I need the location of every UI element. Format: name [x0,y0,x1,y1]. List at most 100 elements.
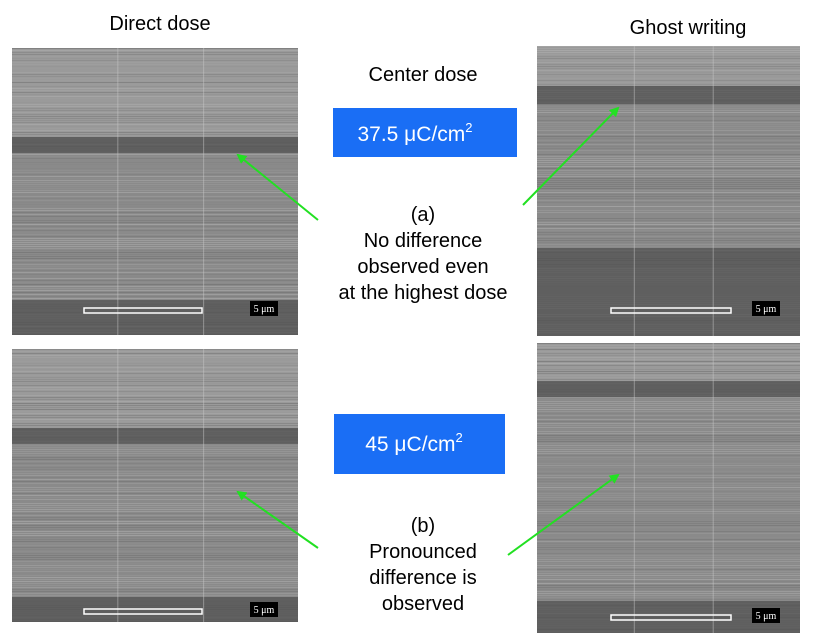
stripe [537,477,800,478]
stripe [12,367,298,368]
stripe [12,76,298,77]
stripe [537,459,800,460]
stripe [12,154,298,155]
stripe [537,405,800,406]
dark-band [12,428,298,444]
stripe [537,431,800,432]
stripe [537,242,800,243]
stripe [12,276,298,277]
stripe [537,367,800,368]
stripe [537,58,800,59]
stripe [12,413,298,414]
stripe [12,489,298,490]
stripe [12,62,298,63]
stripe [12,527,298,528]
stripe [537,224,800,225]
stripe [12,214,298,215]
stripe [537,178,800,179]
stripe [537,222,800,223]
stripe [12,216,298,217]
stripe [537,64,800,65]
stripe [12,176,298,177]
stripe [12,461,298,462]
stripe [12,178,298,179]
stripe [12,349,298,350]
caption-line: at the highest dose [338,282,507,304]
stripe [537,166,800,167]
stripe [12,405,298,406]
stripe [537,347,800,348]
stripe [12,393,298,394]
stripe [12,186,298,187]
stripe [537,140,800,141]
stripe [12,537,298,538]
stripe [12,425,298,426]
stripe [537,218,800,219]
stripe [537,74,800,75]
stripe [537,467,800,468]
stripe [537,463,800,464]
stripe [12,110,298,111]
stripe [537,198,800,199]
stripe [12,192,298,193]
stripe [12,541,298,542]
stripe [12,469,298,470]
stripe [12,70,298,71]
dose-label: 45 μC/cm2 [365,430,463,456]
stripe [12,278,298,279]
stripe [537,597,800,598]
center-label: Center dose [369,64,478,86]
stripe [537,234,800,235]
stripe [537,479,800,480]
stripe [12,371,298,372]
stripe [537,561,800,562]
stripe [12,72,298,73]
stripe [537,587,800,588]
stripe [537,351,800,352]
stripe [537,204,800,205]
stripe [12,365,298,366]
stripe [12,118,298,119]
dark-band [537,381,800,397]
stripe [12,122,298,123]
dark-band [12,137,298,153]
stripe [12,108,298,109]
stripe [12,455,298,456]
stripe [12,252,298,253]
stripe [12,210,298,211]
stripe [537,441,800,442]
dose-text: 37.5 μC/cm [357,123,465,146]
stripe [12,48,298,49]
stripe [12,174,298,175]
stripe [537,409,800,410]
stripe [12,240,298,241]
stripe [537,60,800,61]
stripe [12,244,298,245]
stripe [537,575,800,576]
stripe [537,138,800,139]
stripe [12,112,298,113]
stripe [537,174,800,175]
stripe [12,583,298,584]
stripe [537,170,800,171]
stripe [12,56,298,57]
stripe [537,503,800,504]
stripe [12,467,298,468]
stripe [537,184,800,185]
stripe [537,82,800,83]
stripe [12,501,298,502]
stripe [12,90,298,91]
stripe [12,539,298,540]
stripe [537,168,800,169]
header-right: Ghost writing [630,17,747,39]
stripe [537,128,800,129]
stripe [537,353,800,354]
stripe [537,401,800,402]
stripe [537,411,800,412]
stripe [12,160,298,161]
stripe [537,188,800,189]
stripe [12,389,298,390]
stripe [12,288,298,289]
stripe [537,433,800,434]
scale-label: 5 μm [756,611,777,622]
